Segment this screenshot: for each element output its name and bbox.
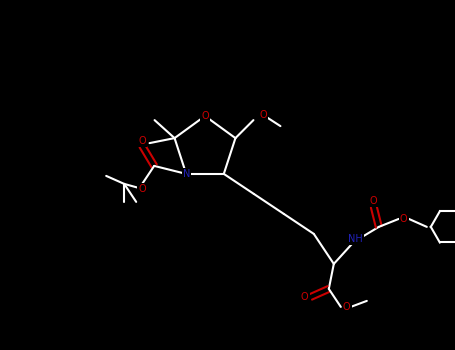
Text: N: N bbox=[182, 169, 190, 179]
Text: O: O bbox=[138, 136, 146, 146]
Text: NH: NH bbox=[349, 234, 363, 244]
Text: O: O bbox=[201, 111, 209, 121]
Text: O: O bbox=[301, 292, 308, 302]
Text: O: O bbox=[370, 196, 378, 206]
Text: O: O bbox=[260, 110, 267, 120]
Text: O: O bbox=[343, 302, 351, 312]
Text: O: O bbox=[138, 184, 146, 194]
Text: O: O bbox=[400, 214, 408, 224]
